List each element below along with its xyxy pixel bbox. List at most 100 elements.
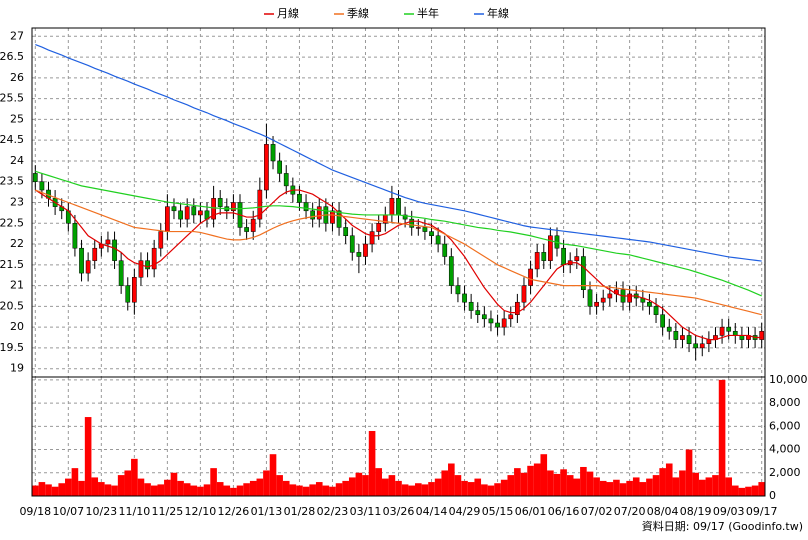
volume-bar [626,480,633,496]
volume-bar [164,479,171,496]
y-tick-label: 21 [10,279,24,292]
volume-bar [573,478,581,496]
volume-bar [533,463,541,496]
volume-bar [302,486,310,496]
candle-body [422,227,428,232]
volume-bar [236,485,244,496]
y-tick-label: 20.5 [0,299,24,312]
candle-body [105,239,111,245]
candle-body [508,314,514,320]
volume-bar [434,478,442,496]
volume-bar [157,484,165,496]
y-tick-label: 24.5 [0,133,24,146]
candle-body [435,235,441,245]
y-tick-label: 21.5 [0,258,24,271]
volume-bar [263,470,270,496]
y-tick-label: 25 [10,112,24,125]
x-tick-label: 04/29 [449,505,481,518]
candle-body [706,339,712,345]
legend-label: 月線 [277,6,299,20]
volume-bar [78,480,85,496]
volume-bar [606,482,614,496]
volume-bar [421,484,429,496]
candle-body [495,322,500,328]
volume-bar [441,470,449,496]
volume-bar [547,470,554,496]
volume-bar [124,470,132,496]
volume-bar [183,483,191,496]
candle-body [283,173,289,187]
candle-body [231,202,236,212]
volume-bar [210,468,217,496]
volume-bar [520,472,528,496]
candle-body [264,144,269,191]
volume-bar [415,483,422,496]
candle-body [647,301,652,307]
candle-body [693,343,699,349]
candle-body [277,160,282,174]
y-tick-label: 22 [10,237,24,250]
candle-body [270,144,276,162]
y-tick-label: 26.5 [0,50,24,63]
y-tick-label: 0 [769,489,776,502]
volume-bar [375,468,382,496]
candle-body [680,335,685,340]
candle-body [548,235,553,261]
candle-body [468,301,474,311]
candle-body [653,306,659,315]
y-tick-label: 26 [10,71,24,84]
volume-bar [368,430,376,496]
legend-label: 季線 [347,6,369,20]
volume-bar [560,469,567,496]
candle-body [145,260,150,270]
candle-body [112,239,117,261]
volume-bar [335,483,343,496]
candle-body [158,231,164,249]
volume-bar [461,480,468,496]
x-tick-label: 07/20 [614,505,646,518]
volume-bar [137,478,145,496]
volume-bar [448,463,455,496]
volume-bar [553,473,561,496]
candle-body [561,247,566,266]
candle-body [666,326,672,332]
candle-body [574,256,580,261]
volume-bar [751,485,759,496]
candle-body [178,210,183,220]
candle-body [726,326,732,332]
volume-bar [646,478,653,496]
volume-bar [315,482,323,496]
volume-bar [494,483,501,496]
candle-body [198,210,203,216]
volume-bar [170,472,178,496]
volume-bar [117,475,125,496]
candle-body [521,285,527,303]
volume-bar [679,470,686,496]
volume-bar [540,454,548,496]
volume-bar [256,478,264,496]
candle-body [151,247,157,270]
volume-bar [514,468,521,496]
x-tick-label: 09/03 [713,505,745,518]
y-tick-label: 10,000 [769,373,808,386]
volume-bar [639,482,647,496]
volume-bar [718,379,726,496]
volume-bar [348,477,356,496]
candle-body [541,252,547,261]
x-tick-label: 03/26 [383,505,415,518]
candle-body [79,247,84,274]
x-tick-label: 06/01 [515,505,547,518]
candle-body [343,227,349,236]
volume-bar [269,454,277,496]
volume-bar [276,475,283,496]
x-tick-label: 02/23 [317,505,349,518]
volume-bar [45,484,52,496]
volume-bar [282,480,290,496]
candle-body [488,318,494,324]
volume-bar [474,478,482,496]
candle-body [594,301,599,307]
volume-bar [362,475,369,496]
candle-body [184,206,190,220]
volume-bar [599,480,607,496]
candle-body [336,210,342,228]
